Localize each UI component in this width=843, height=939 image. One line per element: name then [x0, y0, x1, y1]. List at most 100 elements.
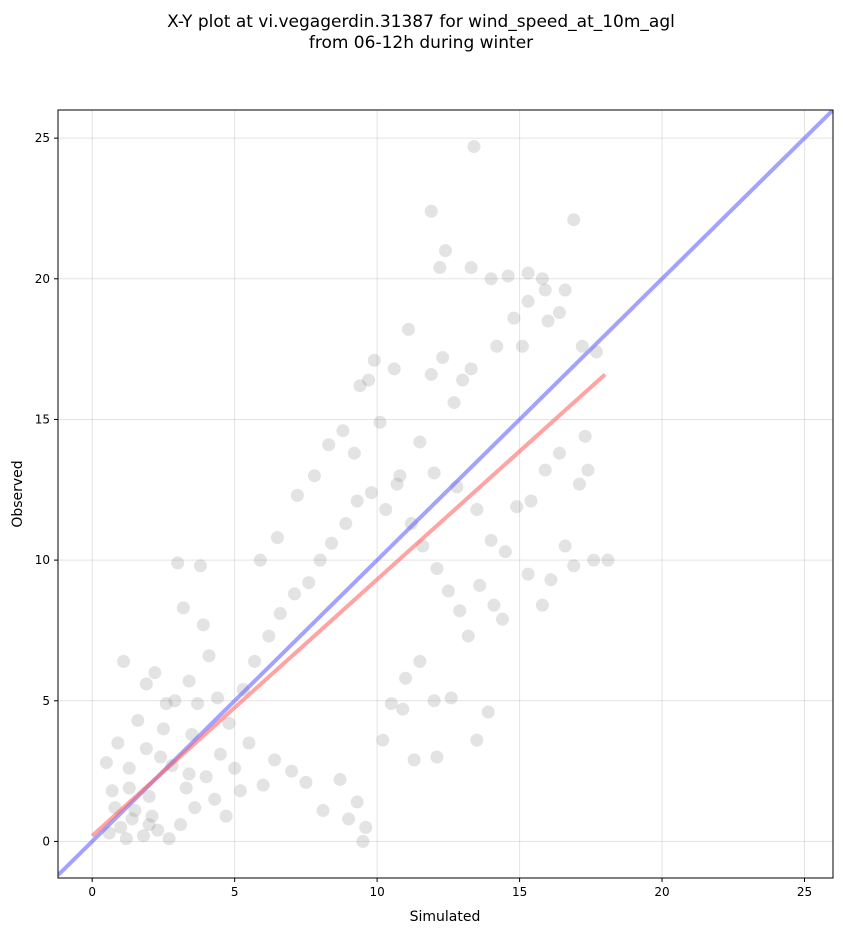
data-point [581, 463, 595, 477]
data-point [567, 213, 581, 227]
data-point [290, 488, 304, 502]
data-point [159, 697, 173, 711]
data-point [439, 244, 452, 258]
data-point [490, 339, 504, 353]
data-point [342, 812, 356, 826]
data-point [464, 362, 478, 376]
data-point [470, 733, 484, 747]
data-points [99, 140, 615, 848]
x-tick-label-2: 10 [369, 885, 384, 899]
data-point [128, 803, 142, 817]
x-axis-ticks: 0 5 10 15 20 25 [88, 878, 812, 899]
data-point [521, 266, 535, 280]
data-point [148, 666, 162, 680]
data-point [162, 832, 176, 846]
data-point [136, 829, 150, 843]
data-point [322, 438, 336, 452]
y-tick-label-3: 15 [35, 412, 50, 426]
data-point [336, 424, 350, 438]
data-point [444, 691, 458, 705]
data-point [535, 598, 549, 612]
data-point [447, 396, 461, 410]
chart-title: X-Y plot at vi.vegagerdin.31387 for wind… [167, 12, 675, 32]
data-point [253, 553, 267, 567]
x-tick-label-4: 20 [654, 885, 669, 899]
data-point [270, 531, 284, 545]
data-point [484, 272, 498, 286]
data-point [481, 705, 495, 719]
data-point [538, 463, 552, 477]
data-point [268, 753, 282, 767]
grid-lines [58, 110, 833, 878]
data-point [567, 559, 581, 573]
data-point [350, 494, 364, 508]
data-point [430, 562, 444, 576]
data-point [464, 261, 478, 275]
x-axis-label: Simulated [410, 909, 481, 925]
data-point [139, 742, 153, 756]
data-point [401, 322, 415, 336]
data-point [356, 834, 370, 848]
data-point [156, 722, 170, 736]
data-point [456, 373, 470, 387]
data-point [99, 756, 113, 770]
data-point [376, 733, 390, 747]
data-point [552, 306, 566, 320]
y-tick-label-4: 20 [35, 272, 50, 286]
data-point [541, 314, 555, 328]
data-point [233, 784, 247, 798]
y-tick-label-5: 25 [35, 131, 50, 145]
data-point [333, 773, 347, 787]
data-point [174, 818, 188, 832]
data-point [287, 587, 301, 601]
data-point [379, 502, 393, 516]
data-point [131, 713, 145, 727]
data-point [507, 311, 521, 325]
data-point [188, 801, 202, 815]
reference-lines [58, 110, 833, 877]
data-point [461, 629, 475, 643]
data-point [248, 654, 262, 668]
y-axis-label: Observed [10, 460, 26, 527]
data-point [182, 674, 196, 688]
data-point [427, 466, 441, 480]
data-point [424, 204, 438, 218]
data-point [390, 477, 404, 491]
data-point [176, 601, 190, 615]
x-tick-label-0: 0 [88, 885, 96, 899]
data-point [199, 770, 213, 784]
chart-subtitle: from 06-12h during winter [309, 33, 533, 53]
data-point [373, 415, 387, 429]
data-point [145, 809, 159, 823]
data-point [436, 351, 450, 365]
data-point [325, 536, 339, 550]
data-point [222, 716, 236, 730]
data-point [495, 612, 509, 626]
data-point [154, 750, 168, 764]
data-point [256, 778, 270, 792]
data-point [393, 469, 407, 483]
data-point [316, 803, 330, 817]
data-point [558, 539, 572, 553]
data-point [193, 559, 207, 573]
data-point [219, 809, 233, 823]
data-point [142, 789, 156, 803]
data-point [105, 784, 119, 798]
data-point [191, 697, 205, 711]
data-point [285, 764, 299, 778]
data-point [350, 795, 364, 809]
data-point [384, 697, 398, 711]
data-point [364, 486, 378, 500]
plot-frame [57, 109, 834, 879]
data-point [111, 736, 125, 750]
data-point [399, 671, 413, 685]
data-point [473, 578, 487, 592]
data-point [413, 435, 427, 449]
data-point [521, 567, 535, 581]
data-point [299, 775, 313, 789]
data-point [484, 533, 498, 547]
data-point [387, 362, 401, 376]
data-point [572, 477, 586, 491]
data-point [182, 767, 196, 781]
data-point [601, 553, 615, 567]
